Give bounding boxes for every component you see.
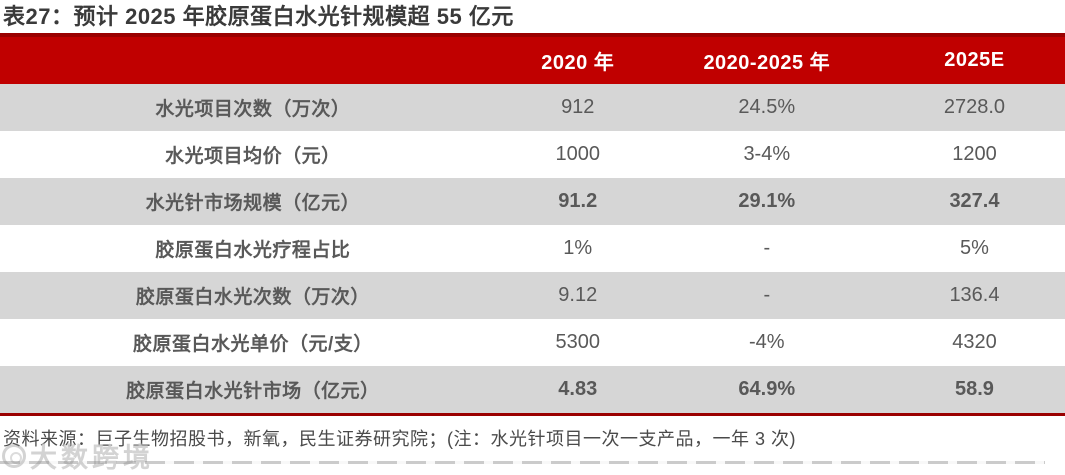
cell-2020: 5300 bbox=[555, 331, 601, 353]
table-row: 胶原蛋白水光针市场（亿元） 4.83 64.9% 58.9 bbox=[0, 366, 1065, 413]
table-row: 胶原蛋白水光疗程占比 1% - 5% bbox=[0, 225, 1065, 272]
table-bottom-rule bbox=[0, 413, 1065, 416]
cell-2020: 912 bbox=[561, 96, 595, 118]
cell-2020: 1% bbox=[563, 237, 593, 259]
row-label: 胶原蛋白水光疗程占比 bbox=[155, 240, 351, 261]
table-row: 水光项目次数（万次） 912 24.5% 2728.0 bbox=[0, 84, 1065, 131]
cell-2025e: 2728.0 bbox=[943, 96, 1006, 118]
cell-cagr: 3-4% bbox=[743, 143, 791, 165]
cell-2025e: 5% bbox=[960, 237, 989, 259]
cell-2025e: 136.4 bbox=[949, 284, 1000, 306]
header-cell-blank bbox=[0, 37, 506, 84]
cell-2025e: 1200 bbox=[952, 143, 997, 165]
cell-cagr: 64.9% bbox=[738, 378, 796, 400]
cell-cagr: 29.1% bbox=[738, 190, 796, 212]
cell-2020: 4.83 bbox=[558, 378, 598, 400]
table-row: 水光针市场规模（亿元） 91.2 29.1% 327.4 bbox=[0, 178, 1065, 225]
row-label: 水光项目均价（元） bbox=[165, 146, 341, 167]
cell-cagr: -4% bbox=[749, 331, 785, 353]
table-title: 表27：预计 2025 年胶原蛋白水光针规模超 55 亿元 bbox=[3, 4, 514, 29]
cell-2020: 1000 bbox=[555, 143, 601, 165]
cell-cagr: 24.5% bbox=[738, 96, 796, 118]
source-note: 资料来源：巨子生物招股书，新氧，民生证券研究院；(注：水光针项目一次一支产品，一… bbox=[0, 416, 1065, 473]
header-cell-2025e: 2025E bbox=[883, 37, 1065, 84]
data-table: 2020 年 2020-2025 年 2025E 水光项目次数（万次） 912 … bbox=[0, 37, 1065, 413]
header-cell-2020: 2020 年 bbox=[505, 37, 650, 84]
row-label: 水光针市场规模（亿元） bbox=[145, 193, 361, 214]
cell-2025e: 58.9 bbox=[955, 378, 994, 400]
cell-2020: 91.2 bbox=[558, 190, 598, 212]
row-label: 水光项目次数（万次） bbox=[155, 99, 351, 120]
table-header-row: 2020 年 2020-2025 年 2025E bbox=[0, 37, 1065, 84]
source-note-text: 资料来源：巨子生物招股书，新氧，民生证券研究院；(注：水光针项目一次一支产品，一… bbox=[3, 429, 796, 449]
clipped-next-line-fragment bbox=[0, 461, 1045, 464]
table-row: 胶原蛋白水光单价（元/支） 5300 -4% 4320 bbox=[0, 319, 1065, 366]
row-label: 胶原蛋白水光单价（元/支） bbox=[133, 334, 373, 355]
cell-cagr: - bbox=[763, 284, 771, 306]
cell-2020: 9.12 bbox=[558, 284, 598, 306]
cell-2025e: 4320 bbox=[952, 331, 997, 353]
table-row: 水光项目均价（元） 1000 3-4% 1200 bbox=[0, 131, 1065, 178]
header-cell-cagr: 2020-2025 年 bbox=[649, 37, 884, 84]
cell-cagr: - bbox=[763, 237, 771, 259]
row-label: 胶原蛋白水光针市场（亿元） bbox=[126, 381, 380, 402]
table-row: 胶原蛋白水光次数（万次） 9.12 - 136.4 bbox=[0, 272, 1065, 319]
title-underline-rule bbox=[0, 33, 1065, 37]
cell-2025e: 327.4 bbox=[949, 190, 1000, 212]
row-label: 胶原蛋白水光次数（万次） bbox=[135, 287, 370, 308]
